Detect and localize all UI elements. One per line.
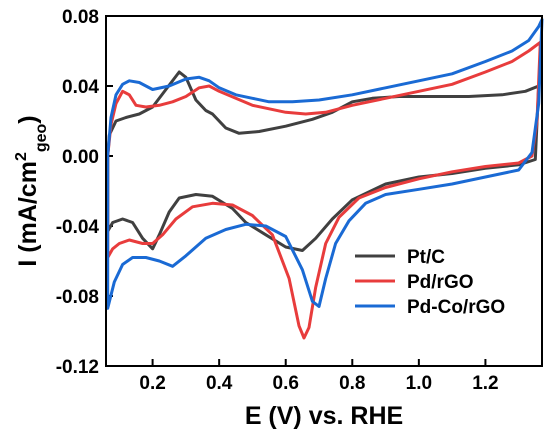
legend-label: Pt/C: [407, 247, 445, 268]
y-axis-title-main: I (mA/cm: [14, 161, 42, 267]
y-tick-label: 0.04: [62, 77, 99, 98]
series-layer: [106, 18, 544, 340]
x-tick-label: 0.8: [339, 373, 365, 394]
legend: Pt/C Pd/rGO Pd-Co/rGO: [355, 247, 505, 318]
x-tick-label: 1.2: [472, 373, 498, 394]
y-axis-title-sub: geo: [33, 123, 50, 152]
y-tick-label: -0.12: [56, 357, 99, 378]
series-line-pd-co-rgo: [106, 18, 544, 310]
x-axis-ticks: 0.2 0.4 0.6 0.8 1.0 1.2: [139, 359, 499, 394]
series-line-pd-rgo: [106, 40, 542, 340]
x-tick-label: 0.6: [273, 373, 299, 394]
legend-label: Pd/rGO: [407, 272, 474, 293]
y-axis-title: I (mA/cm2geo): [13, 115, 50, 266]
y-tick-label: 0.08: [62, 7, 99, 28]
plot-frame: [105, 15, 543, 367]
y-tick-label: -0.08: [56, 287, 99, 308]
x-tick-label: 1.0: [406, 373, 432, 394]
x-tick-label: 0.2: [139, 373, 165, 394]
y-axis-title-sup: 2: [13, 152, 30, 161]
y-axis-ticks: 0.08 0.04 0.00 -0.04 -0.08 -0.12: [56, 7, 113, 378]
y-tick-label: 0.00: [62, 147, 99, 168]
x-tick-label: 0.4: [206, 373, 233, 394]
x-axis-title: E (V) vs. RHE: [245, 402, 403, 430]
legend-label: Pd-Co/rGO: [407, 297, 505, 318]
y-tick-label: -0.04: [56, 217, 100, 238]
y-axis-title-close: ): [14, 115, 42, 123]
